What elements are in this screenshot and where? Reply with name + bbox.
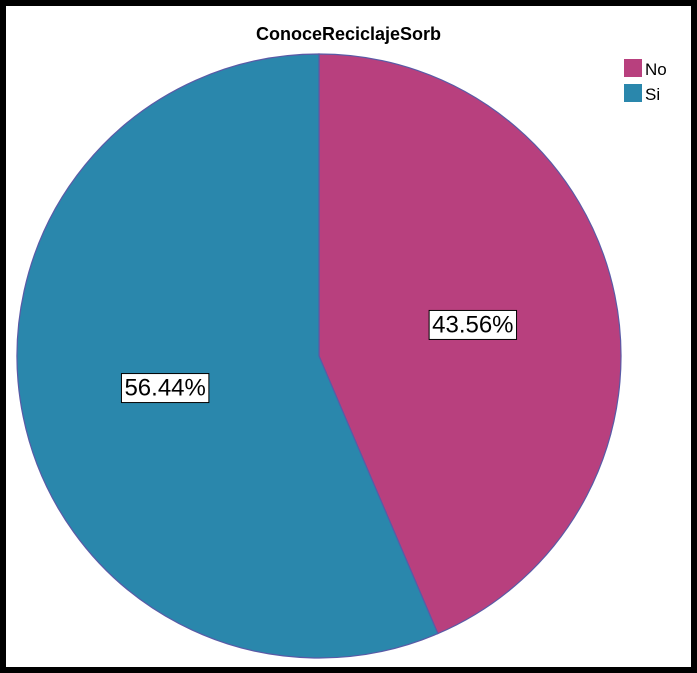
data-label-si: 56.44% — [120, 373, 210, 404]
data-label-no: 43.56% — [428, 309, 518, 340]
pie-data-labels: 43.56% 56.44% — [120, 309, 518, 404]
pie-slices — [16, 53, 622, 659]
pie-slice-si — [16, 53, 439, 659]
pie-slice-no — [318, 53, 622, 635]
legend-label-si: Si — [645, 85, 660, 104]
data-label-text: 43.56% — [432, 311, 513, 338]
data-label-box — [428, 309, 518, 340]
chart-title: ConoceReciclajeSorb — [255, 24, 442, 44]
legend-swatch-si — [624, 84, 642, 102]
legend-label-no: No — [645, 60, 667, 79]
legend: No Si — [624, 59, 667, 104]
legend-swatch-no — [624, 59, 642, 77]
data-label-box — [120, 373, 210, 404]
data-label-text: 56.44% — [124, 375, 205, 402]
